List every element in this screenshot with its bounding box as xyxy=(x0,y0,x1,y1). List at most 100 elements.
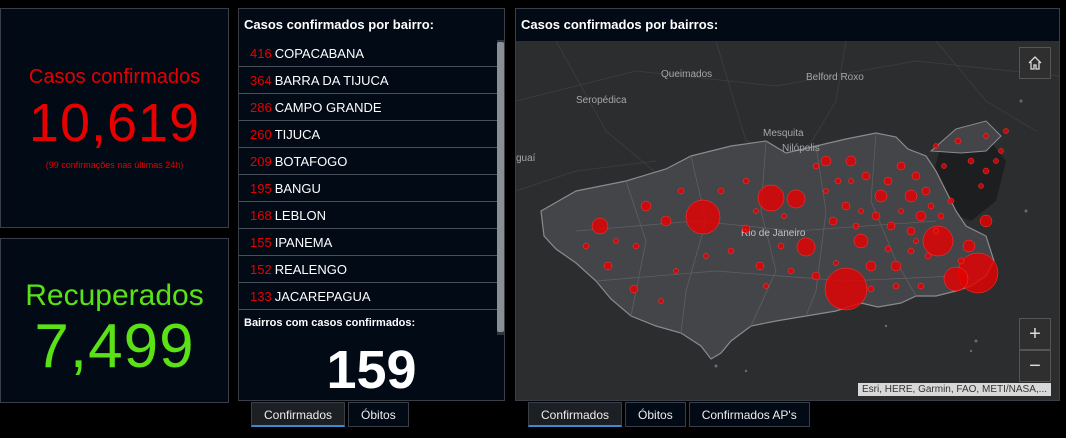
place-label: Mesquita xyxy=(763,128,804,139)
list-scrollbar-thumb[interactable] xyxy=(497,42,504,332)
place-label: Seropédica xyxy=(576,95,627,106)
map-canvas[interactable]: Queimados Belford Roxo Seropédica Mesqui… xyxy=(516,41,1059,400)
case-marker xyxy=(983,133,989,139)
case-marker xyxy=(915,210,927,222)
case-marker xyxy=(913,238,919,244)
coast-islands xyxy=(714,99,1028,373)
neighborhoods-count-label: Bairros com casos confirmados: xyxy=(244,317,416,329)
case-marker xyxy=(927,202,935,210)
case-marker xyxy=(957,257,965,265)
case-marker xyxy=(811,271,821,281)
list-item-count: 152 xyxy=(250,262,272,277)
list-item[interactable]: 260 TIJUCA xyxy=(239,121,497,148)
list-item[interactable]: 416 COPACABANA xyxy=(239,40,497,67)
list-item-name: CAMPO GRANDE xyxy=(274,100,382,115)
background-roads xyxy=(516,41,1059,192)
case-marker xyxy=(921,186,931,196)
list-item[interactable]: 168 LEBLON xyxy=(239,202,497,229)
zoom-out-button[interactable]: − xyxy=(1019,350,1051,382)
list-item[interactable]: 286 CAMPO GRANDE xyxy=(239,94,497,121)
case-marker xyxy=(781,213,787,219)
case-marker xyxy=(660,215,672,227)
list-item-name: COPACABANA xyxy=(274,46,365,61)
case-marker xyxy=(703,253,709,259)
list-item-name: BANGU xyxy=(274,181,321,196)
list-item-name: REALENGO xyxy=(274,262,347,277)
case-marker xyxy=(871,211,881,221)
list-item-count: 416 xyxy=(250,46,272,61)
case-marker xyxy=(787,267,795,275)
case-marker xyxy=(904,189,918,203)
case-marker xyxy=(978,183,984,189)
case-marker xyxy=(979,214,993,228)
neighborhood-list-panel: Casos confirmados por bairro: 416 COPACAB… xyxy=(238,8,505,401)
case-marker xyxy=(943,266,969,292)
list-tab-bar: Confirmados Óbitos xyxy=(251,402,409,427)
case-marker xyxy=(967,157,975,165)
recovered-value: 7,499 xyxy=(34,312,195,381)
place-label: guaí xyxy=(516,153,536,164)
case-marker xyxy=(924,252,932,260)
case-marker xyxy=(947,197,955,205)
list-scrollbar[interactable] xyxy=(497,40,504,335)
neighborhood-list[interactable]: 416 COPACABANA 364 BARRA DA TIJUCA 286 CAMP… xyxy=(239,40,497,312)
case-marker xyxy=(853,233,869,249)
case-marker xyxy=(629,284,639,294)
tab-confirmados[interactable]: Confirmados xyxy=(251,402,346,427)
list-item[interactable]: 209 BOTAFOGO xyxy=(239,148,497,175)
case-marker xyxy=(922,225,954,257)
case-marker xyxy=(962,239,976,253)
list-item-name: JACAREPAGUA xyxy=(274,289,371,304)
case-marker xyxy=(858,208,864,214)
tab-map-confirmados[interactable]: Confirmados xyxy=(528,402,623,427)
case-marker xyxy=(993,158,999,164)
list-item-count: 260 xyxy=(250,127,272,142)
list-item[interactable]: 195 BANGU xyxy=(239,175,497,202)
list-item[interactable]: 152 REALENGO xyxy=(239,256,497,283)
list-item[interactable]: 133 JACAREPAGUA xyxy=(239,283,497,310)
list-item-name: BOTAFOGO xyxy=(274,154,348,169)
case-marker xyxy=(906,226,916,236)
case-marker xyxy=(757,184,785,212)
case-marker xyxy=(613,238,619,244)
place-label: Rio de Janeiro xyxy=(741,228,806,239)
map-panel-title: Casos confirmados por bairros: xyxy=(521,17,719,32)
tab-map-confirmados-aps[interactable]: Confirmados AP's xyxy=(688,402,810,427)
case-marker xyxy=(812,162,820,170)
case-marker xyxy=(861,171,871,181)
case-marker xyxy=(603,261,613,271)
tab-obitos[interactable]: Óbitos xyxy=(348,402,409,427)
list-item-name: TIJUCA xyxy=(274,127,321,142)
list-item[interactable]: 155 IPANEMA xyxy=(239,229,497,256)
case-marker xyxy=(841,201,851,211)
case-markers[interactable] xyxy=(582,128,1009,311)
case-marker xyxy=(777,242,785,250)
case-marker xyxy=(896,161,906,171)
case-marker xyxy=(828,216,838,226)
case-marker xyxy=(845,155,857,167)
place-label: Nilópolis xyxy=(782,143,820,154)
tab-map-obitos[interactable]: Óbitos xyxy=(625,402,686,427)
list-item[interactable]: 364 BARRA DA TIJUCA xyxy=(239,67,497,94)
zoom-in-button[interactable]: + xyxy=(1019,318,1051,350)
list-item-count: 286 xyxy=(250,100,272,115)
case-marker xyxy=(954,137,962,145)
place-label: Queimados xyxy=(661,69,712,80)
confirmed-cases-title: Casos confirmados xyxy=(28,66,201,88)
case-marker xyxy=(820,155,832,167)
confirmed-cases-value: 10,619 xyxy=(28,93,201,153)
case-marker xyxy=(865,260,877,272)
map-attribution[interactable]: Esri, HERE, Garmin, FAO, METI/NASA,... xyxy=(857,383,1051,396)
case-marker xyxy=(753,208,759,214)
map-tab-bar: Confirmados Óbitos Confirmados AP's xyxy=(528,402,810,427)
case-marker xyxy=(823,188,829,194)
home-button[interactable] xyxy=(1019,47,1051,79)
map-panel: Casos confirmados por bairros: xyxy=(515,8,1060,401)
list-item-count: 364 xyxy=(250,73,272,88)
case-marker xyxy=(890,260,902,272)
home-icon xyxy=(1028,56,1042,70)
case-marker xyxy=(917,282,925,290)
place-label: Belford Roxo xyxy=(806,72,864,83)
map-view[interactable]: Queimados Belford Roxo Seropédica Mesqui… xyxy=(516,41,1059,400)
case-marker xyxy=(907,247,915,255)
